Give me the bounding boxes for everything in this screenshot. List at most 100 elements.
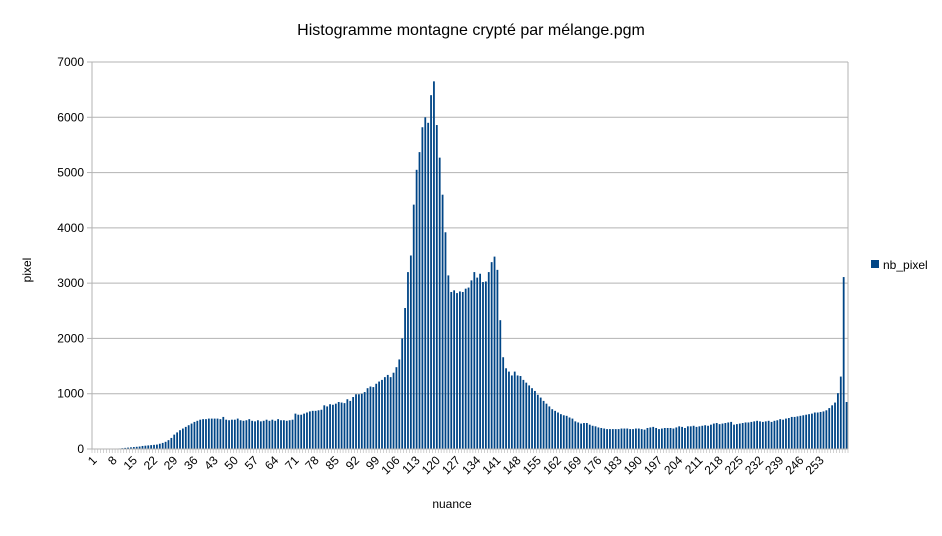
bar	[439, 158, 441, 449]
bar	[589, 425, 591, 449]
bar	[208, 419, 210, 449]
y-tick-label: 0	[77, 442, 84, 456]
bar	[387, 375, 389, 449]
bar	[372, 387, 374, 449]
bar	[557, 413, 559, 449]
bar	[690, 426, 692, 449]
bar	[497, 270, 499, 449]
bar	[592, 426, 594, 449]
bar	[696, 427, 698, 449]
bar	[828, 408, 830, 449]
bar	[309, 411, 311, 449]
bar	[776, 420, 778, 449]
bar	[727, 422, 729, 449]
bar	[194, 422, 196, 449]
bar	[802, 415, 804, 449]
bar	[424, 117, 426, 449]
bar	[693, 426, 695, 449]
bar	[615, 429, 617, 449]
bar	[468, 288, 470, 449]
bar	[649, 427, 651, 449]
bar	[326, 406, 328, 449]
bar	[176, 432, 178, 449]
bar	[846, 402, 848, 449]
bar	[843, 277, 845, 449]
bar	[612, 429, 614, 449]
bar	[799, 416, 801, 449]
bar	[632, 429, 634, 449]
bar	[159, 444, 161, 449]
bar	[416, 170, 418, 449]
bar	[280, 420, 282, 449]
y-axis-label: pixel	[20, 258, 34, 283]
bar	[162, 443, 164, 449]
bar	[312, 411, 314, 449]
bar	[641, 429, 643, 449]
legend-label-nb-pixel: nb_pixel	[883, 258, 928, 272]
bar	[191, 424, 193, 449]
bar	[699, 426, 701, 449]
bar	[618, 429, 620, 449]
bar	[661, 429, 663, 449]
bar	[381, 380, 383, 449]
bar	[762, 422, 764, 449]
bar	[332, 405, 334, 449]
legend-swatch-nb-pixel	[871, 260, 879, 268]
bar	[335, 404, 337, 449]
bar	[563, 415, 565, 449]
bar	[401, 338, 403, 449]
bar	[419, 152, 421, 449]
bar	[546, 404, 548, 449]
bar	[321, 410, 323, 449]
bar	[722, 424, 724, 449]
bar	[791, 417, 793, 449]
bar	[586, 423, 588, 449]
bar	[341, 403, 343, 449]
bar	[713, 424, 715, 449]
bar	[156, 445, 158, 449]
bar	[274, 421, 276, 449]
bar	[514, 372, 516, 449]
bar	[739, 424, 741, 449]
y-tick-label: 3000	[57, 276, 84, 290]
bar	[566, 416, 568, 449]
bar	[228, 420, 230, 449]
bar	[606, 429, 608, 449]
bar	[823, 411, 825, 449]
bar	[306, 413, 308, 449]
bar	[364, 392, 366, 449]
bar	[243, 421, 245, 449]
bar	[289, 420, 291, 449]
bar	[358, 394, 360, 449]
bar	[687, 426, 689, 449]
bar	[188, 425, 190, 449]
bar	[785, 419, 787, 449]
bar	[459, 291, 461, 449]
bar	[673, 429, 675, 449]
bar	[644, 430, 646, 449]
bar	[338, 402, 340, 449]
bar	[548, 406, 550, 449]
bar	[476, 278, 478, 449]
bar	[577, 422, 579, 449]
bar	[225, 420, 227, 449]
bar	[245, 420, 247, 449]
bar	[716, 423, 718, 449]
bar	[742, 423, 744, 449]
bar	[794, 417, 796, 449]
bar	[407, 272, 409, 449]
bar	[834, 403, 836, 449]
bar	[240, 420, 242, 449]
bar	[759, 421, 761, 449]
y-tick-label: 7000	[57, 55, 84, 69]
bar	[473, 272, 475, 449]
bar	[367, 388, 369, 449]
chart-title: Histogramme montagne crypté par mélange.…	[297, 22, 645, 39]
bar	[730, 422, 732, 449]
bar	[520, 376, 522, 449]
bar	[710, 425, 712, 449]
bar	[263, 421, 265, 449]
bar	[231, 420, 233, 449]
bar	[574, 421, 576, 449]
